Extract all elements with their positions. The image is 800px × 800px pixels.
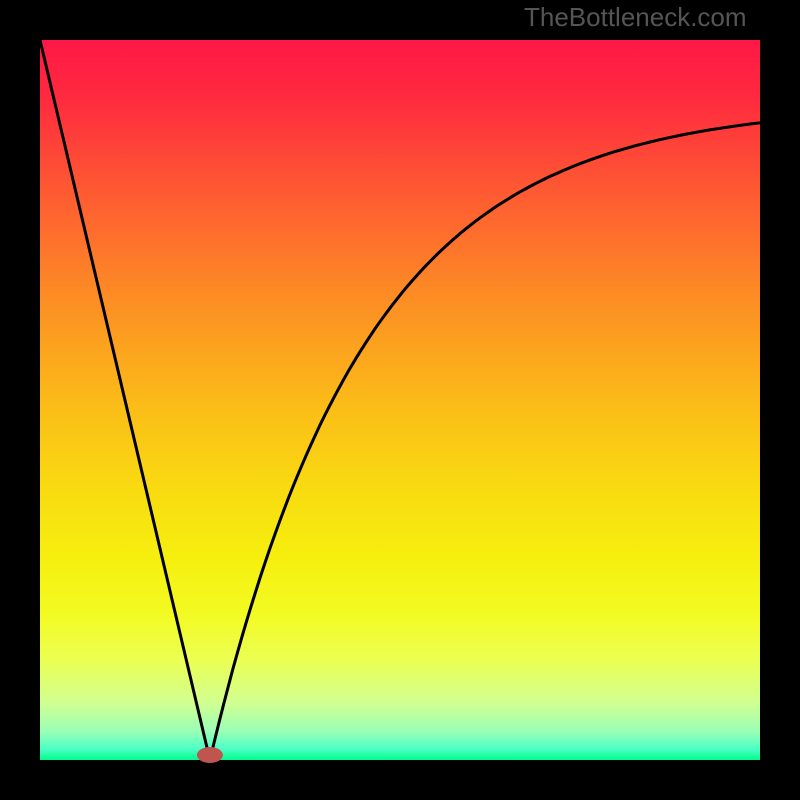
- vertex-marker: [197, 747, 223, 763]
- curve-path: [40, 40, 760, 760]
- bottleneck-curve: [0, 0, 800, 800]
